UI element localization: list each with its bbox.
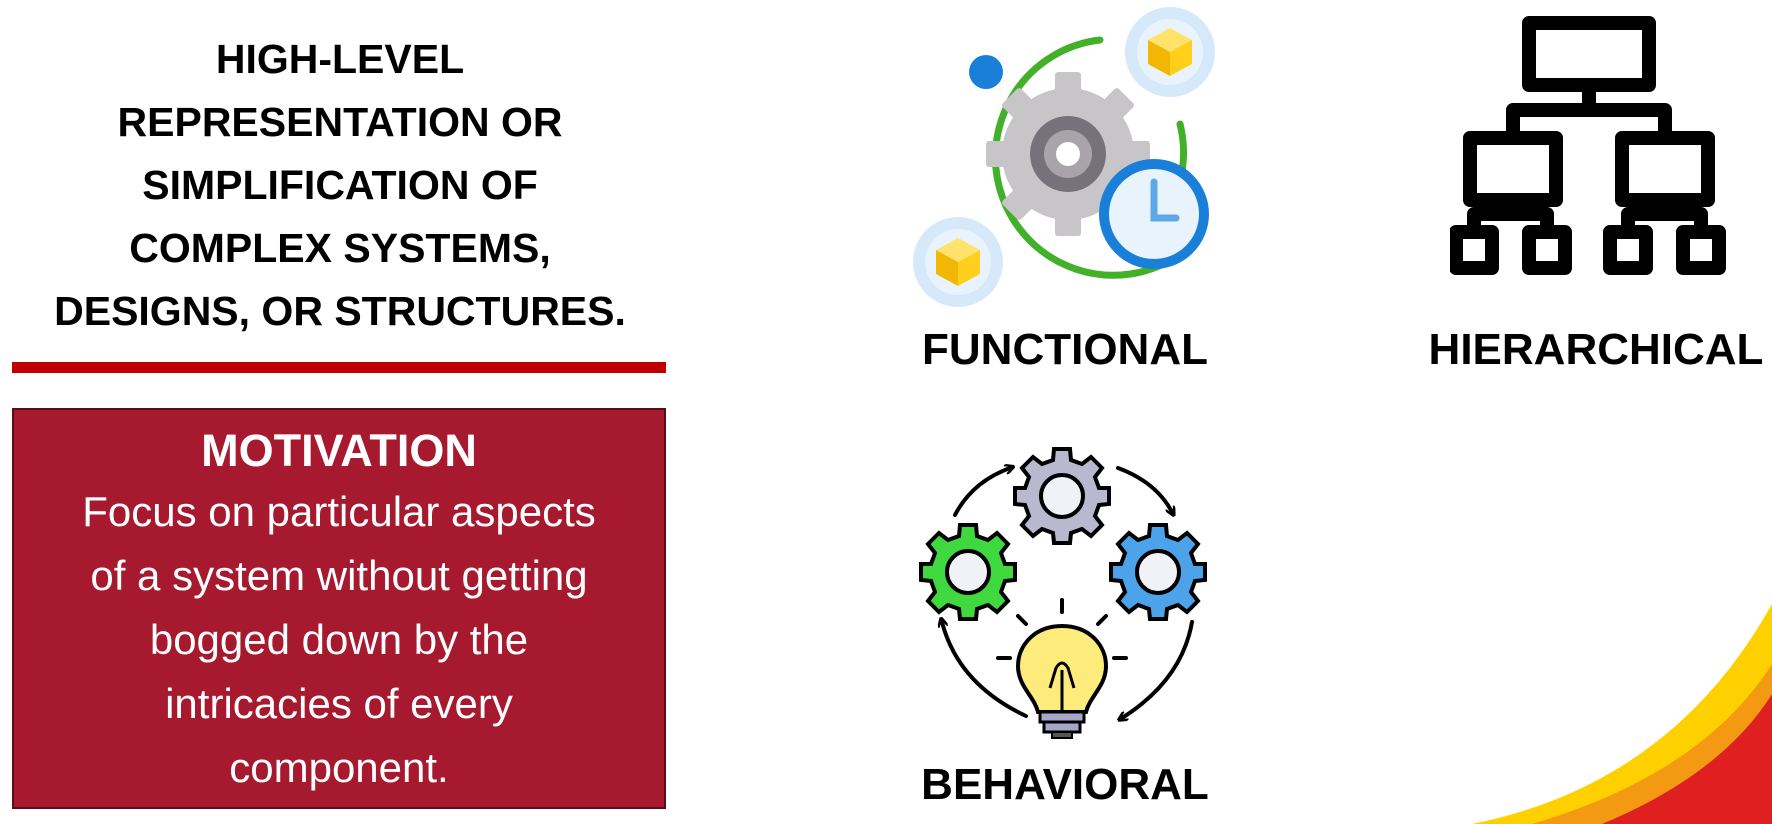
gears-lightbulb-cycle-icon [919, 447, 1207, 739]
label-functional: FUNCTIONAL [922, 325, 1208, 374]
headline-line: COMPLEX SYSTEMS, [129, 225, 551, 271]
motivation-body: Focus on particular aspects of a system … [14, 480, 664, 800]
red-divider [12, 362, 666, 373]
headline: HIGH-LEVEL REPRESENTATION OR SIMPLIFICAT… [12, 28, 668, 343]
gear-clock-cycle-icon [913, 7, 1215, 307]
motivation-line: of a system without getting [90, 552, 588, 599]
headline-line: DESIGNS, OR STRUCTURES. [54, 288, 626, 334]
motivation-line: component. [229, 744, 449, 791]
headline-line: REPRESENTATION OR [117, 99, 563, 145]
motivation-line: bogged down by the [149, 616, 529, 663]
motivation-line: Focus on particular aspects [82, 488, 596, 535]
corner-swoosh-decoration [1472, 604, 1772, 824]
motivation-title: MOTIVATION [201, 425, 477, 476]
motivation-box: MOTIVATION Focus on particular aspects o… [12, 408, 666, 809]
org-chart-icon [1450, 16, 1726, 275]
label-hierarchical: HIERARCHICAL [1428, 325, 1764, 374]
headline-line: SIMPLIFICATION OF [142, 162, 538, 208]
motivation-line: intricacies of every [165, 680, 513, 727]
headline-line: HIGH-LEVEL [215, 36, 465, 82]
label-behavioral: BEHAVIORAL [921, 760, 1209, 809]
